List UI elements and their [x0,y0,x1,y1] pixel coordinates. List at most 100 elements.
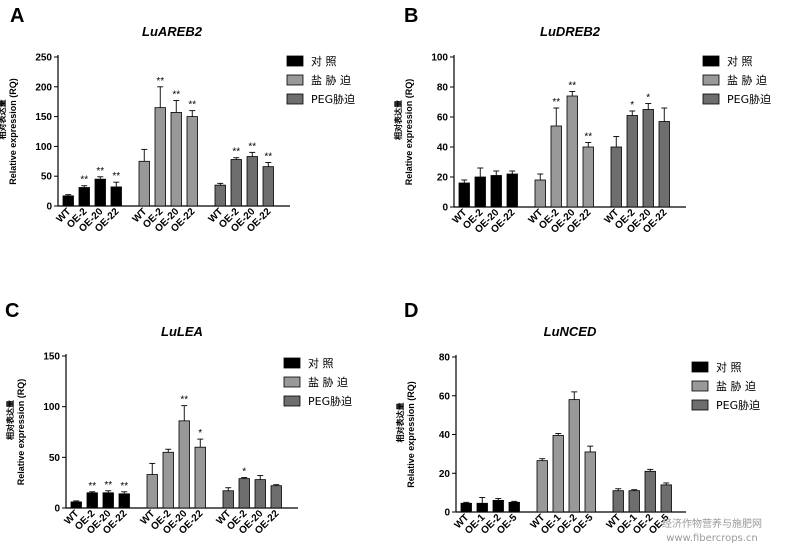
bar [552,435,564,513]
significance-label: ** [112,171,120,182]
y-tick-label: 150 [35,112,52,123]
bar [642,109,654,208]
significance-label: ** [96,166,104,177]
bar [70,501,82,509]
bar [566,95,578,208]
significance-label: ** [172,90,180,101]
y-axis-label-cn: 相对表达量 [5,400,15,440]
bar [658,121,670,208]
bar [194,446,206,509]
significance-label: ** [232,147,240,158]
legend-swatch [286,93,304,105]
legend-label: 盐 胁 迫 [308,375,348,389]
y-tick-label: 50 [41,172,53,183]
bar [230,159,242,207]
legend-swatch [283,357,301,369]
legend-label: 盐 胁 迫 [716,379,756,393]
bar [214,184,226,207]
y-axis-label-cn: 相对表达量 [395,403,405,443]
significance-label: * [242,467,246,478]
bar [86,492,98,509]
bar [178,420,190,509]
legend-label: 对 照 [308,356,334,370]
bar [78,187,90,207]
bar [118,493,130,509]
y-tick-label: 50 [49,453,61,464]
bar [490,175,502,208]
significance-label: ** [584,132,592,143]
bar [612,490,624,513]
legend-swatch [691,380,709,392]
bar [62,195,74,207]
legend-label: PEG胁迫 [308,394,352,408]
bar [660,484,672,513]
bar [508,501,520,513]
legend-swatch [691,399,709,411]
y-tick-label: 40 [439,430,451,441]
legend-swatch [702,55,720,67]
chart-title: LuLEA [161,324,203,339]
y-tick-label: 20 [439,469,451,480]
panel-D: D LuNCED Relative expression (RQ)相对表达量 0 20 4… [395,300,760,537]
bar [492,499,504,513]
y-tick-label: 200 [35,82,52,93]
y-tick-label: 150 [43,352,60,363]
chart-title: LuNCED [544,324,597,339]
bar [254,479,266,509]
y-axis-label: Relative expression (RQ) [8,78,18,185]
significance-label: ** [248,141,256,152]
bar [460,502,472,513]
panel-letter: C [5,300,19,322]
legend-label: 盐 胁 迫 [727,73,767,87]
bar [476,502,488,513]
bar [102,492,114,509]
bar [534,179,546,208]
bar [644,470,656,513]
y-tick-label: 0 [54,504,60,515]
bar [94,178,106,207]
y-tick-label: 80 [437,83,449,94]
legend-swatch [283,395,301,407]
bar [186,116,198,207]
legend-label: 盐 胁 迫 [311,73,351,87]
y-axis-label-cn: 相对表达量 [393,100,403,140]
legend-swatch [702,74,720,86]
bar [146,474,158,509]
bar [550,125,562,208]
significance-label: ** [552,97,560,108]
bar [162,451,174,509]
bar [568,399,580,513]
y-tick-label: 20 [437,173,449,184]
significance-label: ** [120,481,128,492]
bar [262,166,274,207]
chart-title: LuDREB2 [540,24,601,39]
bar [110,186,122,207]
legend-label: 对 照 [311,54,337,68]
panel-letter: B [404,5,418,27]
significance-label: * [198,428,202,439]
significance-label: * [630,100,634,111]
legend-label: PEG胁迫 [727,92,771,106]
bar [506,173,518,208]
bar [626,115,638,208]
y-tick-label: 60 [437,113,449,124]
panel-C: C LuLEA Relative expression (RQ)相对表达量 0 50 10… [5,300,352,537]
bar [270,485,282,509]
legend-swatch [691,361,709,373]
y-tick-label: 0 [444,508,450,519]
bar [154,107,166,207]
bar [474,176,486,208]
legend-label: 对 照 [716,360,742,374]
y-tick-label: 100 [43,402,60,413]
bar [458,182,470,208]
legend-label: 对 照 [727,54,753,68]
panel-B: B LuDREB2 Relative expression (RQ)相对表达量 0 20… [393,5,771,236]
significance-label: * [646,93,650,104]
y-axis-label: Relative expression (RQ) [406,381,416,488]
bar [628,490,640,513]
y-tick-label: 100 [431,53,448,64]
significance-label: ** [80,175,88,186]
y-tick-label: 80 [439,353,451,364]
y-tick-label: 60 [439,391,451,402]
